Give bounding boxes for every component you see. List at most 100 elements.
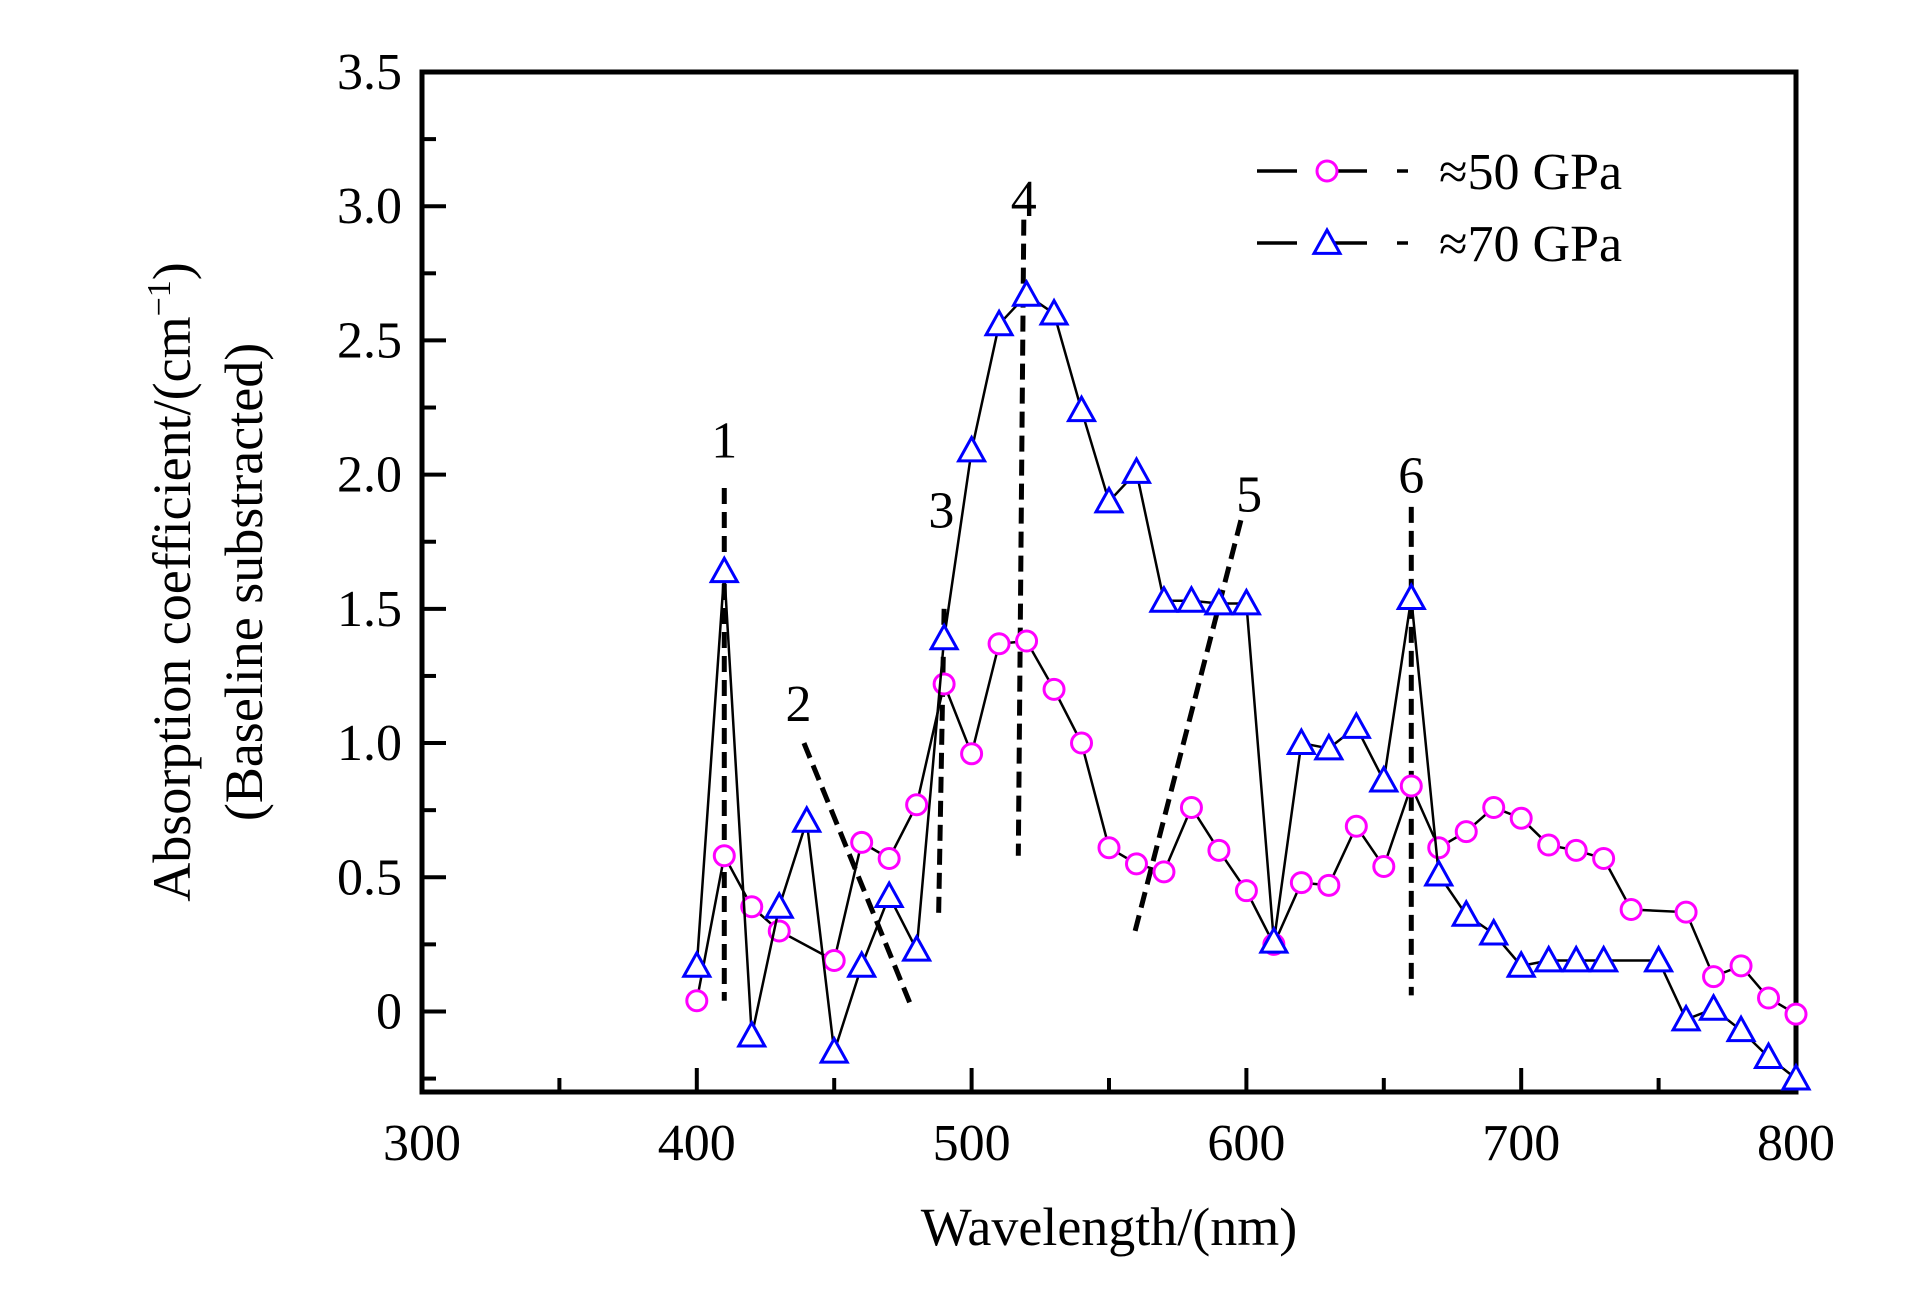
data-point-triangle <box>1065 394 1098 423</box>
data-point-triangle <box>1505 949 1537 978</box>
data-point-triangle <box>1395 582 1427 611</box>
data-point-triangle <box>1780 1062 1812 1091</box>
data-point-circle <box>1015 629 1039 653</box>
data-point-circle <box>932 672 956 696</box>
data-point-triangle <box>983 308 1015 337</box>
data-point-triangle <box>1588 944 1620 973</box>
data-point-triangle <box>1038 297 1070 326</box>
data-point-circle <box>1317 873 1341 897</box>
data-point-circle <box>740 895 764 919</box>
data-point-circle <box>1207 838 1231 862</box>
data-point-triangle <box>1011 278 1043 307</box>
y-axis-label-line1: Absorption coefficient/(cm−1) <box>141 262 202 902</box>
data-point-triangle <box>1120 455 1153 484</box>
y-tick-label: 0.5 <box>337 849 402 906</box>
data-point-triangle <box>928 622 960 651</box>
y-tick-label: 3.5 <box>337 44 402 101</box>
peak-6-label: 6 <box>1398 448 1424 505</box>
data-point-circle <box>1482 795 1506 819</box>
data-point-circle <box>1399 774 1423 798</box>
data-point-circle <box>1784 1002 1808 1026</box>
data-point-triangle <box>846 949 878 978</box>
data-point-circle <box>1152 860 1176 884</box>
data-point-triangle <box>1423 858 1455 887</box>
data-point-circle <box>877 846 901 870</box>
peak-1-label: 1 <box>711 413 737 470</box>
peak-5-dashed-line <box>1131 519 1244 937</box>
data-point-circle <box>1674 900 1698 924</box>
data-point-circle <box>1729 954 1753 978</box>
data-point-circle <box>1702 965 1726 989</box>
x-tick-label: 400 <box>658 1115 736 1172</box>
data-point-triangle <box>1670 1003 1702 1032</box>
data-point-circle <box>1757 986 1781 1010</box>
data-point-circle <box>1619 897 1643 921</box>
axes: 300 400 500 600 700 800 0 0.5 1.0 1.5 2.0 2.5 3.0 3.5 <box>337 44 1835 1172</box>
data-point-triangle <box>1560 944 1592 973</box>
legend: ≈50 GPa ≈70 GPa <box>1257 144 1622 273</box>
x-tick-label: 300 <box>383 1115 461 1172</box>
data-point-triangle <box>1230 587 1262 616</box>
legend-label: ≈50 GPa <box>1439 144 1622 201</box>
data-point-triangle <box>1643 944 1675 973</box>
x-tick-label: 600 <box>1207 1115 1285 1172</box>
data-point-triangle <box>1093 485 1125 514</box>
y-axis-label-line2: (Baseline substracted) <box>214 343 274 821</box>
y-tick-label: 0 <box>376 983 402 1040</box>
data-point-triangle <box>1698 992 1730 1021</box>
data-point-circle <box>822 948 846 972</box>
y-tick-label: 1.5 <box>337 581 402 638</box>
y-tick-label: 1.0 <box>337 715 402 772</box>
data-point-circle <box>1372 855 1396 879</box>
data-point-circle <box>1234 879 1258 903</box>
data-point-triangle <box>1725 1014 1757 1043</box>
data-point-circle <box>1454 820 1478 844</box>
peak-3-label: 3 <box>928 483 954 540</box>
x-tick-label: 500 <box>933 1115 1011 1172</box>
series-50gpa <box>685 629 1808 1026</box>
data-point-triangle <box>1203 587 1235 616</box>
x-tick-label: 700 <box>1482 1115 1560 1172</box>
legend-marker-circle <box>1315 159 1339 183</box>
data-point-triangle <box>736 1019 768 1048</box>
data-point-circle <box>1537 833 1561 857</box>
data-point-circle <box>685 989 709 1013</box>
peak-4-dashed-line <box>1015 219 1027 856</box>
y-tick-label: 2.5 <box>337 312 402 369</box>
data-point-triangle <box>1340 710 1372 739</box>
data-point-circle <box>1564 838 1588 862</box>
data-point-triangle <box>1368 764 1400 793</box>
peak-annotations: 1 2 3 4 5 6 <box>711 171 1424 1008</box>
data-point-triangle <box>1478 917 1510 946</box>
data-point-circle <box>905 793 929 817</box>
data-point-circle <box>850 830 874 854</box>
legend-marker-triangle <box>1311 226 1343 255</box>
data-point-circle <box>1042 677 1066 701</box>
series-70gpa <box>681 278 1812 1091</box>
data-point-circle <box>712 844 736 868</box>
data-point-triangle <box>1258 925 1290 954</box>
data-point-triangle <box>708 555 740 584</box>
peak-5-label: 5 <box>1236 466 1262 523</box>
y-tick-label: 2.0 <box>337 447 402 504</box>
y-tick-label: 3.0 <box>337 178 402 235</box>
data-point-circle <box>1289 871 1313 895</box>
data-point-triangle <box>1752 1041 1785 1070</box>
series-group <box>681 278 1812 1091</box>
series-line <box>695 293 1797 1080</box>
data-point-circle <box>1070 731 1094 755</box>
data-point-triangle <box>1175 584 1207 613</box>
data-point-circle <box>960 742 984 766</box>
data-point-circle <box>1509 806 1533 830</box>
data-point-triangle <box>818 1035 850 1064</box>
x-tick-label: 800 <box>1757 1115 1835 1172</box>
x-axis-label: Wavelength/(nm) <box>921 1197 1298 1257</box>
data-point-triangle <box>1285 726 1317 755</box>
legend-label: ≈70 GPa <box>1439 216 1622 273</box>
data-point-triangle <box>956 434 988 463</box>
data-point-triangle <box>1148 584 1180 613</box>
data-point-circle <box>1427 836 1451 860</box>
data-point-circle <box>1179 795 1203 819</box>
data-point-triangle <box>1313 732 1345 761</box>
